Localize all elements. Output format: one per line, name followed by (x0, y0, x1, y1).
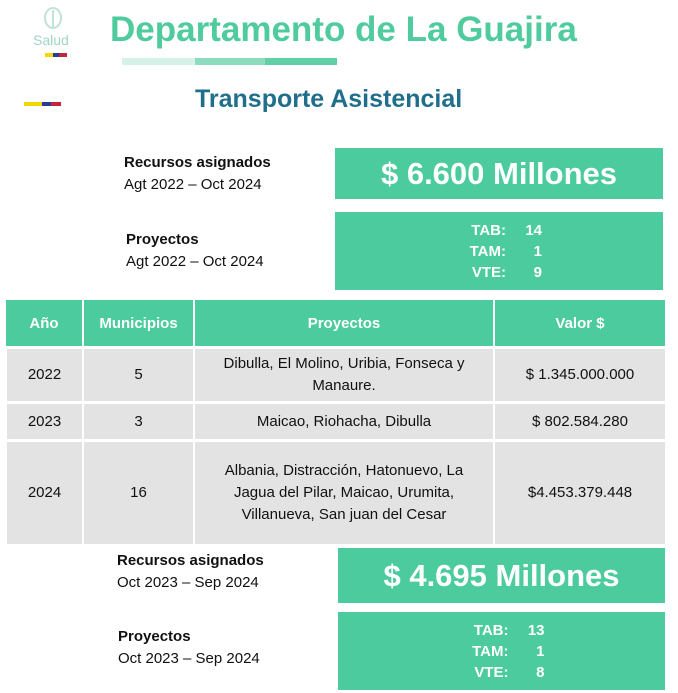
flag-yellow (45, 53, 53, 57)
col-anio: Año (6, 300, 84, 348)
bottom-recursos-value: $ 4.695 Millones (338, 548, 665, 603)
projects-table: Año Municipios Proyectos Valor $ 2022 5 D… (5, 300, 667, 546)
flag-yellow (24, 102, 42, 106)
top-recursos-label: Recursos asignados Agt 2022 – Oct 2024 (124, 154, 271, 193)
stat-vte: VTE: 8 (474, 663, 545, 681)
top-proyectos-label: Proyectos Agt 2022 – Oct 2024 (126, 231, 264, 270)
stat-vte: VTE: 9 (471, 263, 542, 281)
title-underline (122, 58, 195, 65)
page-title: Departamento de La Guajira (110, 10, 577, 49)
top-proyectos-stats: TAB: 14 TAM: 1 VTE: 9 (335, 212, 663, 290)
table-header: Año Municipios Proyectos Valor $ (6, 300, 667, 348)
bottom-recursos-label: Recursos asignados Oct 2023 – Sep 2024 (117, 552, 264, 591)
flag-blue (53, 53, 59, 57)
title-underline (265, 58, 337, 65)
stat-tam: TAM: 1 (472, 642, 545, 660)
stat-tam: TAM: 1 (469, 242, 542, 260)
flag-red (59, 53, 67, 57)
page-subtitle: Transporte Asistencial (195, 85, 463, 113)
table-row: 2022 5 Dibulla, El Molino, Uribia, Fonsec… (5, 346, 667, 404)
stat-tab: TAB: 13 (473, 621, 545, 639)
bottom-proyectos-label: Proyectos Oct 2023 – Sep 2024 (118, 628, 260, 667)
top-recursos-value: $ 6.600 Millones (335, 148, 663, 199)
table-row: 2023 3 Maicao, Riohacha, Dibulla $ 802.584… (5, 401, 667, 442)
leaf-icon (44, 7, 62, 29)
flag-blue (42, 102, 51, 106)
bottom-proyectos-stats: TAB: 13 TAM: 1 VTE: 8 (338, 612, 665, 690)
col-valor: Valor $ (494, 300, 667, 348)
col-municipios: Municipios (83, 300, 195, 348)
col-proyectos: Proyectos (194, 300, 495, 348)
table-row: 2024 16 Albania, Distracción, Hatonuevo, … (5, 439, 667, 546)
logo-text: Salud (33, 32, 69, 48)
stat-tab: TAB: 14 (471, 221, 542, 239)
flag-red (51, 102, 61, 106)
title-underline (195, 58, 265, 65)
salud-logo: Salud (30, 6, 80, 61)
